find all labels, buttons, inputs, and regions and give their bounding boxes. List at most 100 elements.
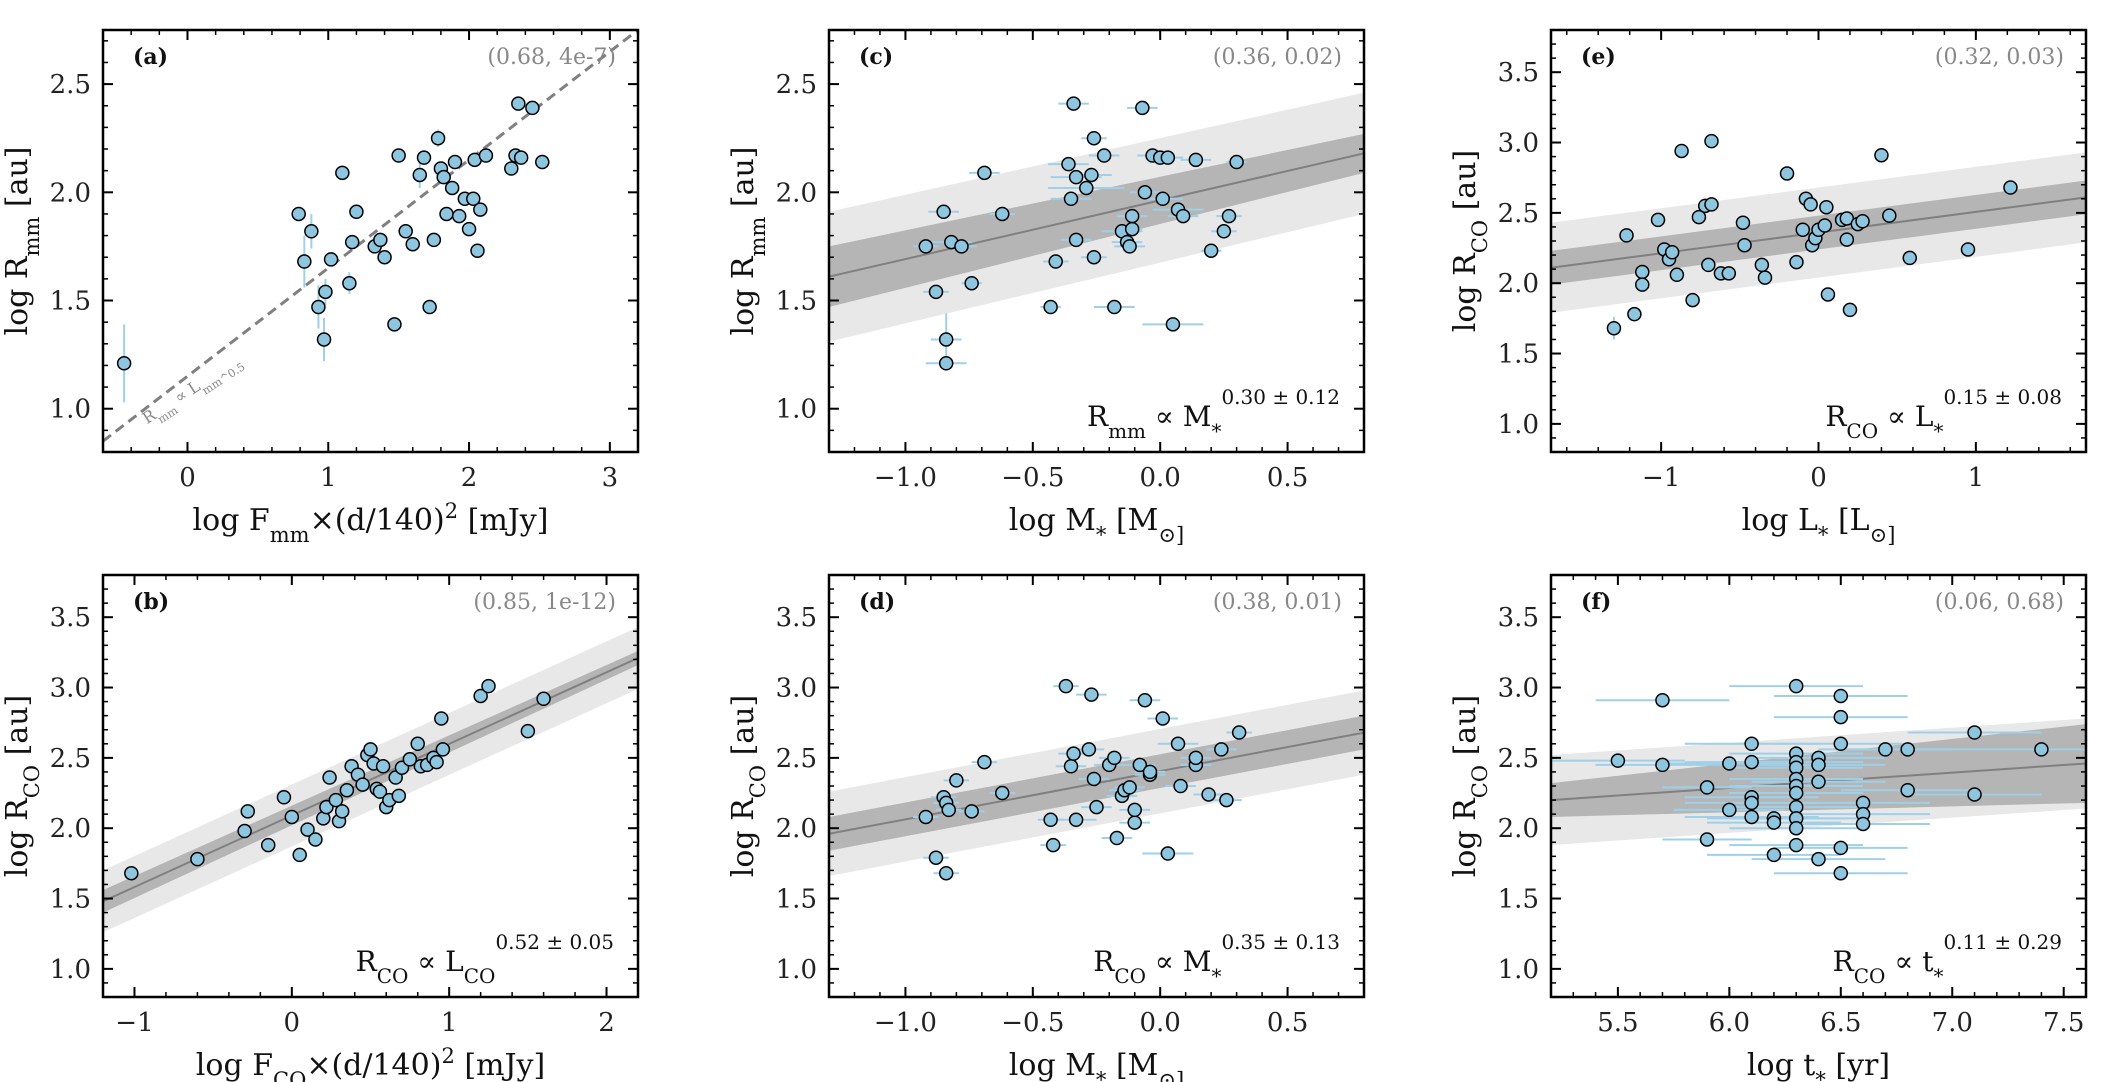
scaling-relation: RCO ∝ t*0.11 ± 0.29 bbox=[1833, 930, 2062, 988]
data-point bbox=[461, 221, 477, 237]
data-point bbox=[1704, 197, 1719, 212]
data-point bbox=[373, 232, 388, 248]
data-point bbox=[1779, 166, 1795, 181]
data-point bbox=[391, 788, 407, 804]
x-tick-label: 0 bbox=[179, 463, 196, 493]
y-tick-label: 2.5 bbox=[776, 70, 817, 100]
data-point bbox=[1811, 757, 1826, 773]
y-tick-label: 2.0 bbox=[776, 178, 817, 208]
data-point bbox=[1803, 197, 1818, 212]
data-point bbox=[1967, 787, 1982, 802]
correlation-stat: (0.85, 1e-12) bbox=[473, 590, 616, 615]
data-point bbox=[1109, 830, 1125, 846]
data-point bbox=[536, 691, 551, 707]
y-tick-label: 2.0 bbox=[1498, 814, 1539, 844]
y-tick-label: 3.5 bbox=[1498, 603, 1539, 633]
data-point bbox=[2034, 742, 2049, 757]
data-point bbox=[1664, 245, 1680, 260]
data-point bbox=[1155, 711, 1170, 726]
data-point bbox=[391, 148, 406, 163]
data-point bbox=[300, 822, 315, 837]
data-point bbox=[1068, 812, 1084, 828]
data-point bbox=[1839, 232, 1855, 247]
data-point bbox=[237, 823, 252, 839]
data-point bbox=[1627, 306, 1642, 322]
data-point bbox=[1722, 802, 1737, 818]
data-point bbox=[964, 275, 979, 291]
correlation-stat: (0.68, 4e-7) bbox=[487, 45, 616, 70]
data-point bbox=[1619, 228, 1634, 243]
data-point bbox=[375, 759, 391, 774]
plot-area bbox=[103, 627, 638, 933]
x-tick-label: 0.5 bbox=[1267, 1008, 1308, 1038]
data-point bbox=[444, 180, 460, 196]
x-tick-label: 1 bbox=[1968, 463, 1985, 493]
y-tick-label: 2.5 bbox=[50, 70, 91, 100]
data-point bbox=[1201, 787, 1216, 802]
data-point bbox=[291, 206, 306, 222]
y-tick-label: 1.0 bbox=[50, 395, 91, 425]
y-tick-label: 1.5 bbox=[50, 287, 91, 317]
data-point bbox=[1135, 100, 1150, 116]
data-point bbox=[304, 224, 319, 239]
data-point bbox=[319, 799, 334, 815]
data-point bbox=[1043, 812, 1058, 828]
data-point bbox=[116, 356, 132, 371]
data-point bbox=[1820, 287, 1836, 302]
data-point bbox=[1063, 191, 1079, 207]
data-point bbox=[1175, 208, 1191, 224]
y-tick-label: 2.0 bbox=[50, 178, 91, 208]
data-point bbox=[308, 832, 323, 847]
data-point bbox=[1811, 774, 1826, 790]
data-point bbox=[1086, 130, 1102, 146]
x-axis-label: log FCO×(d/140)2 [mJy] bbox=[196, 1044, 545, 1082]
data-point bbox=[504, 161, 519, 176]
data-point bbox=[318, 284, 333, 300]
data-point bbox=[1833, 688, 1849, 704]
data-point bbox=[1701, 257, 1716, 273]
plot-area bbox=[103, 30, 638, 443]
data-point bbox=[1788, 678, 1804, 694]
data-point bbox=[426, 232, 442, 248]
data-point bbox=[1811, 851, 1826, 867]
data-point bbox=[363, 742, 378, 757]
dashed-relation-line bbox=[103, 30, 638, 443]
data-point bbox=[1045, 837, 1061, 853]
data-point bbox=[1107, 750, 1122, 766]
data-point bbox=[1188, 152, 1204, 168]
y-tick-label: 1.0 bbox=[50, 955, 91, 985]
data-point bbox=[1635, 264, 1650, 280]
scaling-relation: RCO ∝ L*0.15 ± 0.08 bbox=[1825, 385, 2062, 443]
data-point bbox=[1766, 847, 1782, 863]
data-point bbox=[1699, 832, 1715, 847]
data-point bbox=[1188, 750, 1204, 766]
y-axis-label: log RCO [au] bbox=[1448, 695, 1492, 877]
data-point bbox=[535, 154, 550, 170]
data-point bbox=[1737, 237, 1752, 253]
data-point bbox=[1216, 224, 1232, 239]
y-tick-label: 3.0 bbox=[776, 674, 817, 704]
data-point bbox=[1788, 837, 1804, 853]
data-point bbox=[240, 804, 256, 819]
y-tick-label: 1.5 bbox=[1498, 340, 1539, 370]
data-point bbox=[398, 224, 413, 239]
data-point bbox=[1606, 320, 1622, 336]
data-point bbox=[1058, 678, 1074, 694]
axes-frame bbox=[827, 28, 1366, 454]
data-point bbox=[994, 785, 1010, 801]
data-point bbox=[1122, 780, 1137, 795]
panel-label: (a) bbox=[133, 44, 168, 70]
y-tick-label: 3.0 bbox=[1498, 674, 1539, 704]
data-point bbox=[1124, 221, 1140, 237]
relation-annotation: Rmm ∝ Lmm^0.5 bbox=[139, 350, 247, 432]
data-point bbox=[1833, 736, 1849, 752]
data-point bbox=[416, 150, 432, 165]
data-point bbox=[1744, 754, 1759, 770]
data-point bbox=[1788, 820, 1804, 836]
y-tick-label: 1.0 bbox=[776, 395, 817, 425]
data-point bbox=[436, 169, 451, 185]
x-tick-label: −1 bbox=[115, 1008, 153, 1038]
y-tick-label: 1.5 bbox=[776, 287, 817, 317]
data-point bbox=[1081, 742, 1097, 757]
